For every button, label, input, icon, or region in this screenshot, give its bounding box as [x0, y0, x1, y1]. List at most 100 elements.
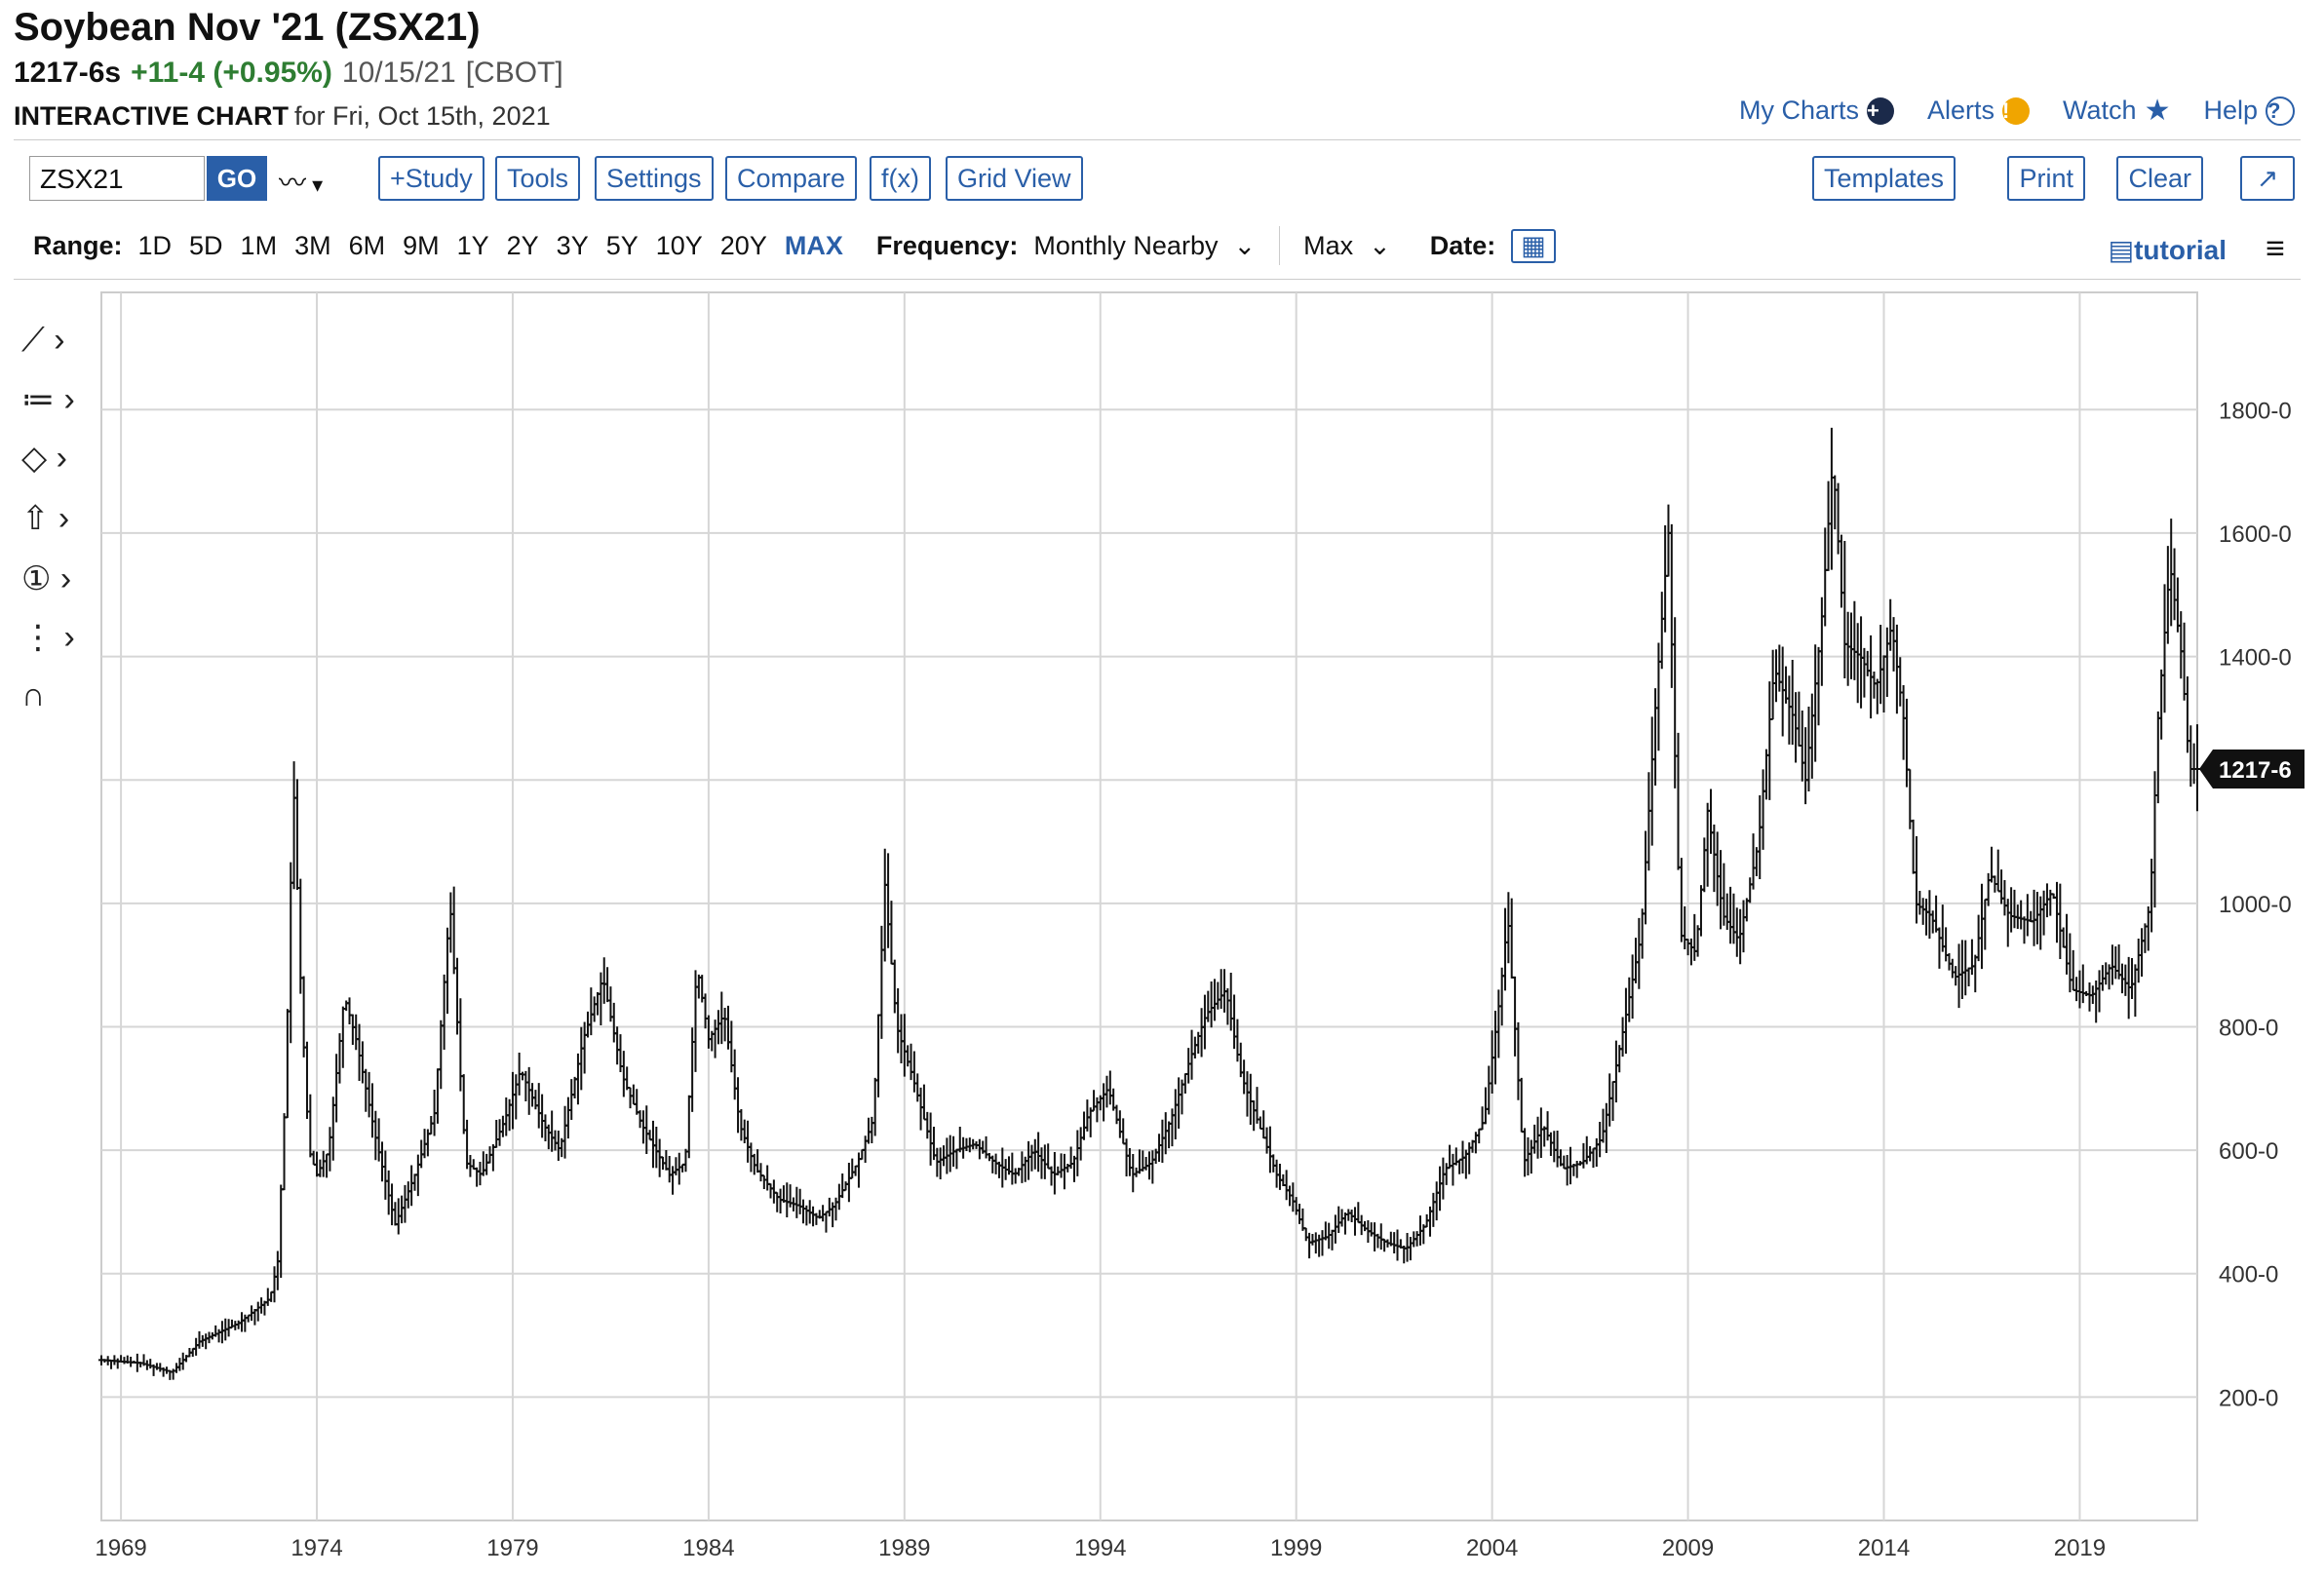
tools-button[interactable]: Tools: [495, 156, 581, 201]
ohlc-bar: [1757, 794, 1763, 879]
star-icon: ★: [2144, 95, 2171, 127]
ohlc-bar: [1883, 627, 1890, 697]
ohlc-bar: [539, 1094, 546, 1138]
y-tick-label: 1000-0: [2219, 892, 2292, 918]
ohlc-bar: [1864, 650, 1871, 676]
ohlc-bar: [1978, 883, 1985, 970]
watch-link[interactable]: Watch ★: [2063, 94, 2170, 128]
magnet-icon[interactable]: ∩: [21, 676, 46, 713]
fx-button[interactable]: f(x): [870, 156, 931, 201]
ohlc-bar: [157, 1363, 164, 1372]
my-charts-link[interactable]: My Charts +: [1739, 94, 1895, 128]
ohlc-bar: [1231, 994, 1238, 1050]
grid-view-button[interactable]: Grid View: [946, 156, 1083, 201]
range-3m[interactable]: 3M: [294, 230, 331, 260]
compare-button[interactable]: Compare: [725, 156, 858, 201]
ohlc-bar: [1740, 900, 1747, 953]
last-price: 1217-6s: [14, 57, 122, 89]
ohlc-bar: [1933, 895, 1940, 933]
ohlc-bar: [634, 1089, 640, 1115]
range-5y[interactable]: 5Y: [605, 230, 639, 260]
range-max[interactable]: MAX: [784, 230, 843, 260]
ohlc-bar: [620, 1051, 627, 1097]
arrow-tool-icon[interactable]: ⇧ ›: [21, 500, 70, 537]
range-1d[interactable]: 1D: [137, 230, 173, 260]
settings-button[interactable]: Settings: [595, 156, 714, 201]
ohlc-bar: [1818, 596, 1825, 686]
range-10y[interactable]: 10Y: [655, 230, 703, 260]
ohlc-bar: [121, 1357, 128, 1365]
expand-button[interactable]: ↗: [2240, 156, 2295, 201]
shape-tool-icon[interactable]: ◇ ›: [21, 440, 67, 477]
ohlc-bar: [1336, 1206, 1342, 1234]
range-9m[interactable]: 9M: [403, 230, 440, 260]
range-1m[interactable]: 1M: [240, 230, 278, 260]
ohlc-bar: [1897, 657, 1904, 707]
annotation-tool-icon[interactable]: ① ›: [21, 560, 72, 597]
ohlc-bar: [1077, 1127, 1084, 1161]
ohlc-bar: [1835, 482, 1841, 555]
ohlc-bar: [1900, 684, 1907, 760]
ohlc-bar: [1619, 1017, 1626, 1058]
templates-button[interactable]: Templates: [1811, 156, 1956, 201]
header-divider: [14, 139, 2301, 140]
ohlc-bar: [441, 974, 447, 1050]
range-2y[interactable]: 2Y: [506, 230, 539, 260]
ohlc-bar: [2171, 548, 2178, 621]
range-3y[interactable]: 3Y: [556, 230, 589, 260]
ohlc-bar: [794, 1186, 800, 1218]
measure-tool-icon[interactable]: ⋮ ›: [21, 619, 75, 656]
hamburger-menu-icon[interactable]: ≡: [2266, 230, 2285, 267]
range-20y[interactable]: 20Y: [719, 230, 767, 260]
ohlc-bar: [774, 1191, 781, 1212]
fibonacci-tool-icon[interactable]: ≔ ›: [21, 381, 75, 418]
ohlc-bar: [464, 1119, 471, 1170]
ohlc-bar: [826, 1197, 833, 1217]
tutorial-link[interactable]: ▤tutorial: [2109, 234, 2227, 266]
ohlc-bar: [1939, 904, 1946, 952]
alerts-link[interactable]: Alerts!: [1927, 94, 2031, 128]
chart-sublabel: for Fri, Oct 15th, 2021: [294, 101, 551, 131]
calendar-button[interactable]: ▦: [1511, 228, 1556, 263]
chart-type-dropdown[interactable]: 〰 ▾: [279, 162, 323, 201]
go-button[interactable]: GO: [207, 156, 267, 201]
ohlc-bar: [353, 1014, 360, 1051]
ohlc-bar: [1643, 830, 1649, 925]
symbol-input[interactable]: ZSX21: [29, 156, 205, 201]
ohlc-bar: [2043, 883, 2050, 918]
ohlc-bar: [1351, 1207, 1358, 1236]
ohlc-bar: [741, 1119, 748, 1143]
ohlc-bar: [1766, 681, 1773, 800]
ohlc-bar: [268, 1290, 275, 1302]
ohlc-bar: [1828, 427, 1835, 570]
line-chart-icon: 〰: [279, 168, 307, 198]
ohlc-bar: [372, 1110, 379, 1161]
ohlc-bar: [796, 1188, 803, 1214]
max-select[interactable]: Max ⌄: [1303, 231, 1391, 261]
draw-line-tool-icon[interactable]: ⟋ ›: [21, 322, 65, 359]
alerts-label: Alerts: [1927, 96, 1995, 125]
ohlc-bar: [1626, 977, 1633, 1022]
ohlc-bar: [1561, 1155, 1568, 1170]
study-button[interactable]: +Study: [378, 156, 484, 201]
ohlc-bar: [235, 1320, 242, 1329]
x-tick-label: 2004: [1466, 1535, 1518, 1561]
ohlc-bar: [610, 1002, 617, 1043]
range-6m[interactable]: 6M: [348, 230, 386, 260]
ohlc-bar: [810, 1206, 817, 1227]
ohlc-bar: [1009, 1152, 1016, 1185]
ohlc-bar: [1691, 913, 1698, 961]
ohlc-bar: [670, 1166, 677, 1195]
clear-button[interactable]: Clear: [2116, 156, 2203, 201]
ohlc-bar: [2004, 899, 2011, 947]
ohlc-bar: [888, 901, 895, 965]
ohlc-bar: [552, 1130, 559, 1151]
help-link[interactable]: Help?: [2203, 94, 2295, 128]
frequency-select[interactable]: Monthly Nearby ⌄: [1033, 231, 1256, 261]
ohlc-bar: [1495, 989, 1502, 1058]
ohlc-bar: [1106, 1070, 1113, 1105]
print-button[interactable]: Print: [2007, 156, 2085, 201]
range-5d[interactable]: 5D: [189, 230, 223, 260]
range-1y[interactable]: 1Y: [456, 230, 489, 260]
